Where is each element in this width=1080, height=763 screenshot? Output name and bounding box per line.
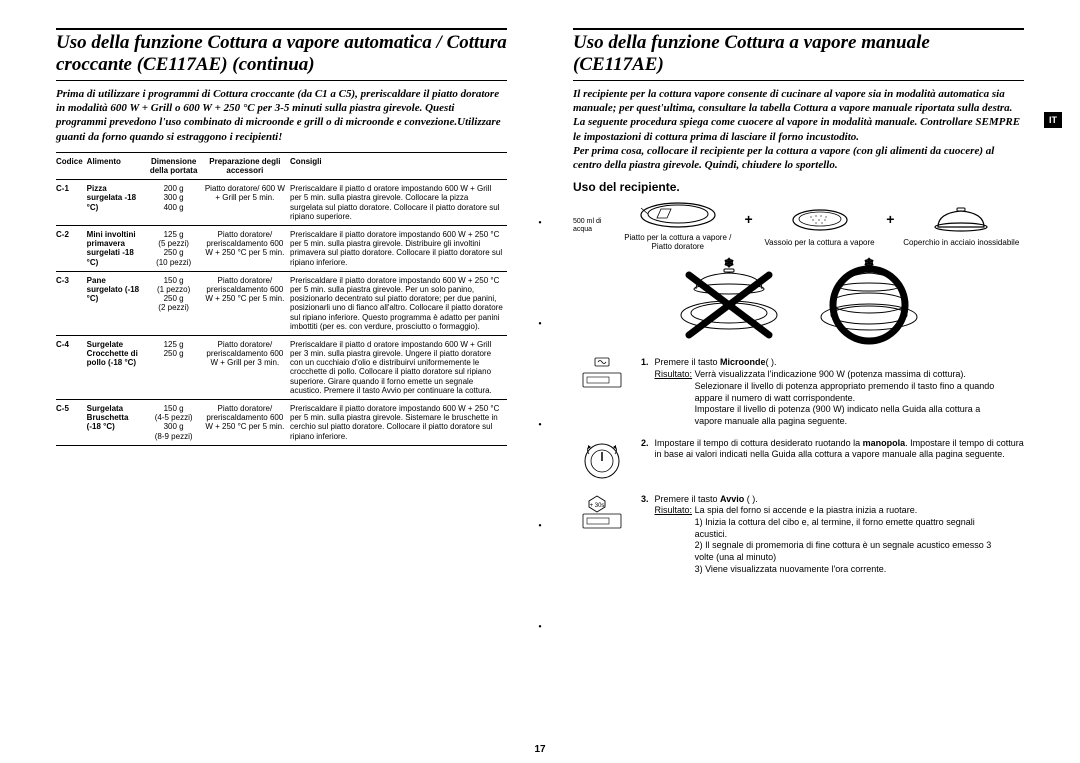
table-cell: 125 g 250 g [148,335,204,399]
svg-text:+ 30s: + 30s [590,503,605,509]
svg-text:❄: ❄ [723,257,733,270]
table-cell: Preriscaldare il piatto doratore imposta… [290,400,507,446]
table-cell: Piatto doratore/ preriscaldamento 600 W … [204,400,290,446]
table-cell: 150 g (1 pezzo) 250 g (2 pezzi) [148,271,204,335]
table-cell: Preriscaldare il piatto doratore imposta… [290,271,507,335]
plus-icon: + [882,211,898,241]
bullet-icon: • [538,420,542,431]
rule [56,28,507,30]
tray-label: Vassoio per la cottura a vapore [764,238,874,247]
plate-label: Piatto per la cottura a vapore / Piatto … [615,233,741,251]
right-intro: Il recipiente per la cottura vapore cons… [573,87,1024,173]
correct-config-icon: ❄ [814,257,924,347]
rule [56,80,507,81]
table-row: C-2Mini involtini primavera surgelati -1… [56,226,507,272]
plus-icon: + [741,211,757,241]
th-code: Codice [56,152,87,179]
table-cell: 150 g (4-5 pezzi) 300 g (8-9 pezzi) [148,400,204,446]
left-intro: Prima di utilizzare i programmi di Cottu… [56,87,507,144]
th-prep: Preparazione degli accessori [204,152,290,179]
table-cell: C-3 [56,271,87,335]
bullet-icon: • [538,319,542,330]
right-title: Uso della funzione Cottura a vapore manu… [573,32,1024,76]
left-column: Uso della funzione Cottura a vapore auto… [56,28,507,633]
bullet-icon: • [538,622,542,633]
step-number: 2. [641,438,649,461]
rule [573,80,1024,81]
table-cell: C-4 [56,335,87,399]
recipient-diagram-row: 500 ml di acqua Piatto per la cottura a … [573,200,1024,251]
bullet-icon: • [538,521,542,532]
table-header-row: Codice Alimento Dimensione della portata… [56,152,507,179]
step-3: + 30s 3. Premere il tasto Avvio ( ). Ris… [573,494,1024,576]
bullet-icon: • [538,218,542,229]
table-cell: Piatto doratore/ preriscaldamento 600 W … [204,226,290,272]
rule [573,28,1024,30]
table-cell: Surgelata Bruschetta (-18 °C) [87,400,148,446]
gutter-bullets: • • • • • [533,28,547,633]
table-cell: C-5 [56,400,87,446]
table-row: C-4Surgelate Crocchette di pollo (-18 °C… [56,335,507,399]
th-dim: Dimensione della portata [148,152,204,179]
page-number: 17 [534,744,545,755]
microwave-panel-icon [573,357,631,391]
two-column-layout: Uso della funzione Cottura a vapore auto… [56,28,1024,633]
table-cell: 125 g (5 pezzi) 250 g (10 pezzi) [148,226,204,272]
cooking-table: Codice Alimento Dimensione della portata… [56,152,507,446]
step-number: 1. [641,357,649,427]
table-cell: Piatto doratore/ 600 W + Grill per 5 min… [204,180,290,226]
water-label: 500 ml di acqua [573,218,615,233]
table-row: C-3Pane surgelato (-18 °C)150 g (1 pezzo… [56,271,507,335]
language-tab: IT [1044,112,1062,128]
table-cell: C-2 [56,226,87,272]
steam-tray-icon: Vassoio per la cottura a vapore [757,205,883,247]
table-cell: Piatto doratore/ preriscaldamento 600 W … [204,335,290,399]
step-1: 1. Premere il tasto Microonde( ). Risult… [573,357,1024,427]
table-cell: Surgelate Crocchette di pollo (-18 °C) [87,335,148,399]
dial-icon [573,438,631,484]
table-row: C-1Pizza surgelata -18 °C)200 g 300 g 40… [56,180,507,226]
step-text: Premere il tasto Avvio ( ). Risultato: L… [655,494,1024,576]
step-text: Impostare il tempo di cottura desiderato… [655,438,1024,461]
table-row: C-5Surgelata Bruschetta (-18 °C)150 g (4… [56,400,507,446]
table-cell: Pizza surgelata -18 °C) [87,180,148,226]
uso-heading: Uso del recipiente. [573,180,1024,194]
table-cell: 200 g 300 g 400 g [148,180,204,226]
incorrect-config-icon: ❄ [674,257,784,347]
table-cell: Piatto doratore/ preriscaldamento 600 W … [204,271,290,335]
correct-incorrect-row: ❄ ❄ [573,257,1024,347]
table-cell: Preriscaldare il piatto doratore imposta… [290,226,507,272]
step-text: Premere il tasto Microonde( ). Risultato… [655,357,1024,427]
table-cell: Pane surgelato (-18 °C) [87,271,148,335]
left-title: Uso della funzione Cottura a vapore auto… [56,32,507,76]
steam-plate-icon: Piatto per la cottura a vapore / Piatto … [615,200,741,251]
lid-label: Coperchio in acciaio inossidabile [903,238,1019,247]
table-cell: Preriscaldare il piatto d oratore impost… [290,180,507,226]
th-food: Alimento [87,152,148,179]
right-column: Uso della funzione Cottura a vapore manu… [573,28,1024,633]
steam-lid-icon: Coperchio in acciaio inossidabile [898,205,1024,247]
step-2: 2. Impostare il tempo di cottura desider… [573,438,1024,484]
start-panel-icon: + 30s [573,494,631,530]
step-number: 3. [641,494,649,576]
th-tips: Consigli [290,152,507,179]
table-cell: Preriscaldare il piatto d oratore impost… [290,335,507,399]
table-cell: Mini involtini primavera surgelati -18 °… [87,226,148,272]
table-cell: C-1 [56,180,87,226]
steps-list: 1. Premere il tasto Microonde( ). Risult… [573,357,1024,575]
